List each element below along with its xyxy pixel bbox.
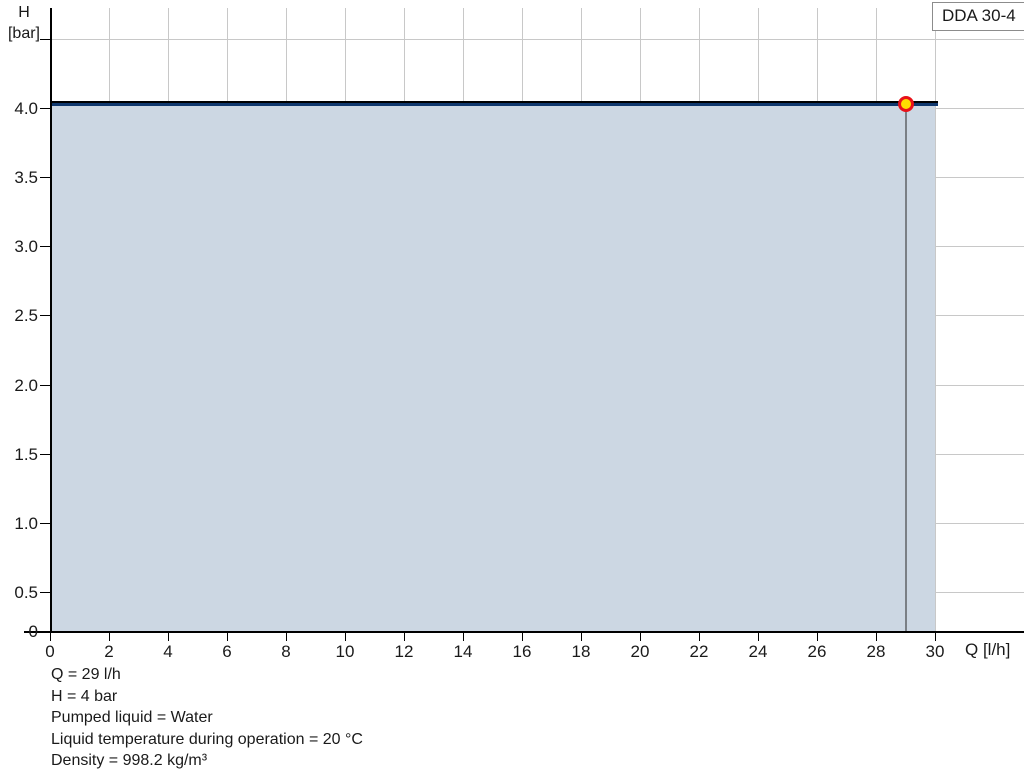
- x-tick: [345, 632, 346, 641]
- y-tick-label: 1.0: [14, 514, 38, 533]
- y-tick: [40, 454, 51, 455]
- y-tick: [40, 523, 51, 524]
- x-tick: [404, 632, 405, 641]
- x-tick: [168, 632, 169, 641]
- x-tick: [935, 632, 936, 641]
- x-tick-label: 6: [222, 642, 232, 661]
- x-tick: [286, 632, 287, 641]
- x-tick: [817, 632, 818, 641]
- x-tick: [876, 632, 877, 641]
- x-tick: [463, 632, 464, 641]
- x-tick-label: 4: [163, 642, 173, 661]
- x-tick-label: 28: [866, 642, 886, 661]
- x-tick-label: 18: [571, 642, 591, 661]
- x-tick-label: 22: [689, 642, 709, 661]
- operating-condition-head: H = 4 bar: [51, 687, 118, 705]
- y-tick: [40, 385, 51, 386]
- y-tick-label: 1.5: [14, 445, 38, 464]
- x-tick-label: 2: [104, 642, 114, 661]
- x-tick-label: 20: [630, 642, 650, 661]
- y-tick: [40, 592, 51, 593]
- legend-label: DDA 30-4: [942, 6, 1016, 25]
- y-tick: [40, 177, 51, 178]
- x-tick: [227, 632, 228, 641]
- duty-point-marker[interactable]: [898, 96, 914, 112]
- x-tick: [109, 632, 110, 641]
- gridline-v: [935, 8, 936, 631]
- y-tick-label: 0.5: [14, 583, 38, 602]
- y-tick-label: 3.5: [14, 168, 38, 187]
- y-tick: [40, 39, 51, 40]
- x-tick-label: 8: [281, 642, 291, 661]
- x-tick: [699, 632, 700, 641]
- x-tick: [640, 632, 641, 641]
- curve-fill-area: [50, 103, 935, 631]
- x-tick-label: 24: [748, 642, 768, 661]
- y-axis-title-symbol: H: [18, 4, 30, 21]
- x-tick-label: 26: [807, 642, 827, 661]
- x-axis-line: [24, 631, 1024, 633]
- y-tick: [40, 631, 51, 632]
- x-tick-label: 30: [925, 642, 945, 661]
- x-tick-label: 0: [45, 642, 55, 661]
- y-axis-title-unit: [bar]: [7, 25, 40, 42]
- y-tick: [40, 315, 51, 316]
- pump-curve-line: [50, 101, 938, 106]
- y-tick: [40, 246, 51, 247]
- x-tick-label: 12: [394, 642, 414, 661]
- x-tick-label: 16: [512, 642, 532, 661]
- x-axis-title: Q [l/h]: [965, 640, 1011, 659]
- x-tick-label: 10: [335, 642, 355, 661]
- x-tick: [50, 632, 51, 641]
- y-axis-line: [50, 8, 52, 632]
- operating-condition-liquid: Pumped liquid = Water: [51, 709, 213, 726]
- y-tick: [40, 108, 51, 109]
- plot-area: [50, 8, 1024, 631]
- y-tick-label: 0: [28, 622, 38, 641]
- x-tick: [522, 632, 523, 641]
- gridline-h: [50, 39, 1024, 40]
- duty-point-drop-line: [905, 103, 907, 631]
- y-tick-label: 2.0: [14, 376, 38, 395]
- operating-condition-density: Density = 998.2 kg/m³: [51, 752, 208, 769]
- operating-condition-flow: Q = 29 l/h: [51, 666, 121, 683]
- y-tick-label: 4.0: [14, 99, 38, 118]
- x-tick: [758, 632, 759, 641]
- y-tick-label: 2.5: [14, 306, 38, 325]
- operating-conditions-block: Q = 29 l/h H = 4 bar Pumped liquid = Wat…: [51, 664, 363, 772]
- x-tick: [581, 632, 582, 641]
- legend-box[interactable]: DDA 30-4: [932, 2, 1024, 31]
- y-axis-title: H [bar]: [2, 2, 46, 44]
- operating-condition-temperature: Liquid temperature during operation = 20…: [51, 730, 363, 748]
- x-tick-label: 14: [453, 642, 473, 661]
- y-tick-label: 3.0: [14, 237, 38, 256]
